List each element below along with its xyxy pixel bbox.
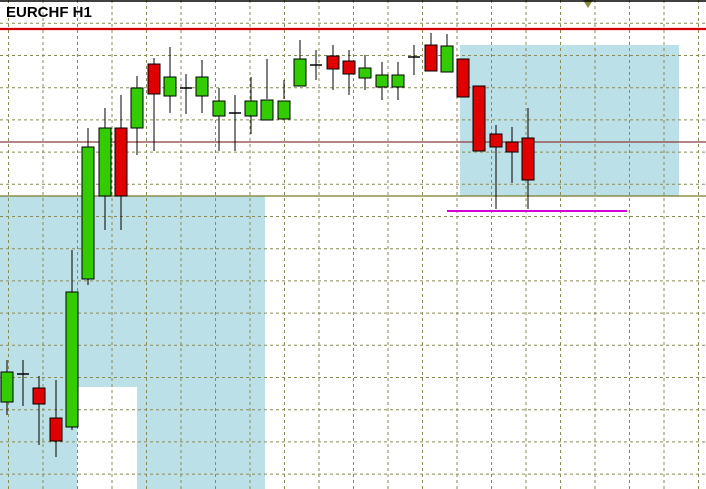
- svg-text:EURCHF H1: EURCHF H1: [6, 4, 92, 21]
